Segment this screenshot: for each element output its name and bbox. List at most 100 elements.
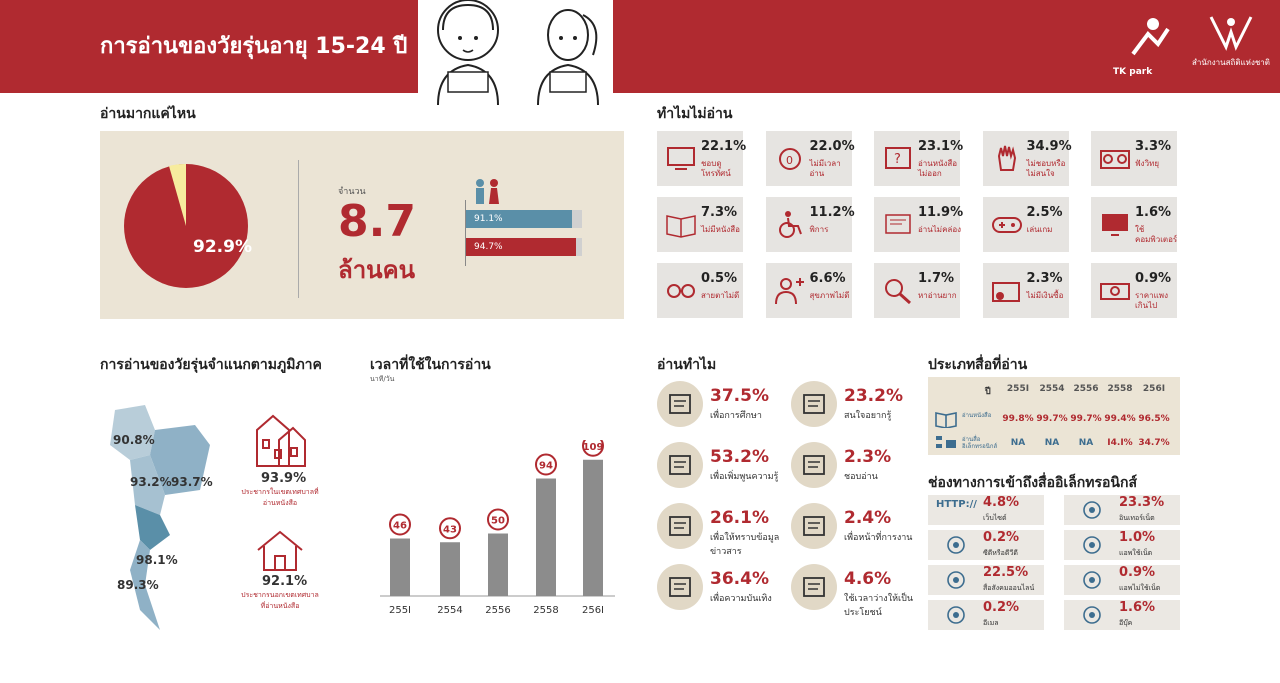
reading-time-bar-chart: 46 255I 43 2554 50 2556 94 2558 109 256I [380, 440, 615, 616]
why-not-label: ไม่มีเงินซื้อ [1026, 291, 1064, 300]
why-not-percent: 1.6% [1135, 205, 1172, 220]
clock-icon [535, 453, 557, 476]
reading-teens-illustration [418, 0, 613, 105]
why-read-label: ชอบอ่าน [844, 472, 878, 482]
why-not-label: ราคาแพงเกินไป [1135, 291, 1168, 310]
why-read-percent: 4.6% [844, 569, 892, 589]
year-label: ปี [985, 387, 991, 397]
wheelchair-icon [774, 210, 806, 238]
chart-tick-label: 2558 [533, 605, 558, 616]
why-not-label: พิการ [809, 225, 829, 234]
why-read-percent: 53.2% [710, 447, 769, 467]
why-read-percent: 2.4% [844, 508, 892, 528]
tv-icon [665, 144, 697, 172]
why-read-label: เพื่อความบันเทิง [710, 594, 772, 604]
why-not-card: 6.6% สุขภาพไม่ดี [765, 263, 852, 318]
pie-percent-label: 92.9% [193, 237, 252, 257]
channel-card: 0.2% ซีดีหรือดีวีดี [928, 530, 1044, 560]
why-not-card: 0.5% สายตาไม่ดี [657, 263, 743, 318]
male-reading-bar: 91.1% [466, 210, 572, 228]
why-not-label: เล่นเกม [1026, 225, 1053, 234]
why-not-card: 2.5% เล่นเกม [982, 197, 1069, 252]
channel-card: 1.0% แอพใช้เน็ต [1064, 530, 1180, 560]
urban-label: ประชากรในเขตเทศบาลที่อ่านหนังสือ [241, 488, 319, 507]
channel-card: 22.5% สื่อสังคมออนไลน์ [928, 565, 1044, 595]
how-much-title: อ่านมากแค่ไหน [100, 106, 196, 122]
map-value-northeast: 93.7% [171, 475, 213, 489]
count-value: 8.7 [338, 196, 416, 247]
cd-icon [936, 534, 976, 556]
reading-pie-chart [124, 163, 248, 288]
svg-text:?: ? [894, 152, 901, 167]
map-value-north: 90.8% [113, 433, 155, 447]
coffee-cup-icon [791, 564, 837, 610]
why-not-label: หาอ่านยาก [918, 291, 957, 300]
why-not-label: ใช้คอมพิวเตอร์ [1135, 225, 1178, 244]
why-not-label: ฟังวิทยุ [1135, 159, 1160, 168]
chart-tick-label: 256I [582, 605, 604, 616]
channel-label: อีบุ๊ค [1119, 619, 1133, 627]
money-icon [1099, 276, 1131, 304]
why-not-card: 34.9% ไม่ชอบหรือไม่สนใจ [982, 131, 1072, 186]
channel-label: สื่อสังคมออนไลน์ [983, 584, 1035, 592]
why-not-percent: 34.9% [1026, 139, 1072, 154]
row-label: อ่านหนังสือ [962, 412, 992, 419]
region-title: การอ่านของวัยรุ่นจำแนกตามภูมิภาค [100, 357, 322, 373]
chart-value-label: 109 [583, 442, 604, 453]
why-not-percent: 7.3% [701, 205, 738, 220]
male-female-icon [476, 179, 499, 204]
why-not-card: 11.2% พิการ [765, 197, 855, 252]
why-read-label: สนใจอยากรู้ [844, 411, 892, 421]
theater-masks-icon [657, 564, 703, 610]
table-cell: NA [1044, 438, 1060, 448]
chart-tick-label: 255I [389, 605, 411, 616]
row-label: อ่านสื่ออิเล็กทรอนิกส์ [962, 436, 998, 450]
why-read-percent: 2.3% [844, 447, 892, 467]
globe-icon [1072, 499, 1112, 521]
media-type-table [928, 377, 1180, 455]
why-not-percent: 22.1% [701, 139, 747, 154]
divider [298, 160, 299, 298]
female-reading-bar: 94.7% [466, 238, 576, 256]
why-read-percent: 37.5% [710, 386, 769, 406]
why-read-label: ใช้เวลาว่างให้เป็นประโยชน์ [844, 594, 913, 618]
why-read-label: เพื่อหน้าที่การงาน [844, 533, 913, 543]
channel-label: แอพไม่ใช้เน็ต [1119, 584, 1161, 592]
table-cell: 96.5% [1138, 414, 1170, 424]
channels-title: ช่องทางการเข้าถึงสื่ออิเล็กทรอนิกส์ [928, 475, 1138, 491]
phone-app-icon [1072, 534, 1112, 556]
why-not-card: 11.9% อ่านไม่คล่อง [874, 197, 963, 252]
hand-stop-icon [991, 144, 1023, 172]
http-icon: HTTP:// [936, 499, 977, 521]
newspaper-icon [657, 503, 703, 549]
chart-tick-label: 2554 [437, 605, 462, 616]
year-header: 2556 [1073, 384, 1099, 394]
table-cell: NA [1078, 438, 1094, 448]
why-not-percent: 0.9% [1135, 271, 1172, 286]
confused-book-icon: ? [882, 144, 914, 172]
nso-logo: สำนักงานสถิติแห่งชาติ [1190, 12, 1272, 74]
table-cell: 99.7% [1070, 414, 1102, 424]
rural-pct: 92.1% [262, 574, 308, 589]
count-label: จำนวน [338, 187, 366, 197]
worker-icon [791, 503, 837, 549]
why-not-label: ไม่ชอบหรือไม่สนใจ [1026, 159, 1066, 178]
channel-percent: 22.5% [983, 565, 1029, 580]
rural-label: ประชากรนอกเขตเทศบาลที่อ่านหนังสือ [241, 591, 319, 610]
why-not-title: ทำไมไม่อ่าน [657, 106, 733, 122]
empty-wallet-icon [991, 276, 1023, 304]
chart-title: เวลาที่ใช้ในการอ่าน [370, 357, 491, 373]
why-not-percent: 0.5% [701, 271, 738, 286]
book-icon [935, 412, 957, 428]
urban-buildings-icon [256, 414, 306, 467]
table-cell: 99.7% [1036, 414, 1068, 424]
why-not-card: 3.3% ฟังวิทยุ [1091, 131, 1177, 186]
channel-card: 0.9% แอพไม่ใช้เน็ต [1064, 565, 1180, 595]
why-not-label: ไม่มีเวลาอ่าน [809, 159, 841, 178]
map-value-south: 89.3% [117, 578, 159, 592]
year-header: 256I [1142, 384, 1166, 394]
page-title: การอ่านของวัยรุ่นอายุ 15-24 ปี [100, 34, 408, 59]
table-cell: 99.4% [1104, 414, 1136, 424]
channel-percent: 0.2% [983, 530, 1020, 545]
alarm-clock-icon: 0 [774, 144, 806, 172]
